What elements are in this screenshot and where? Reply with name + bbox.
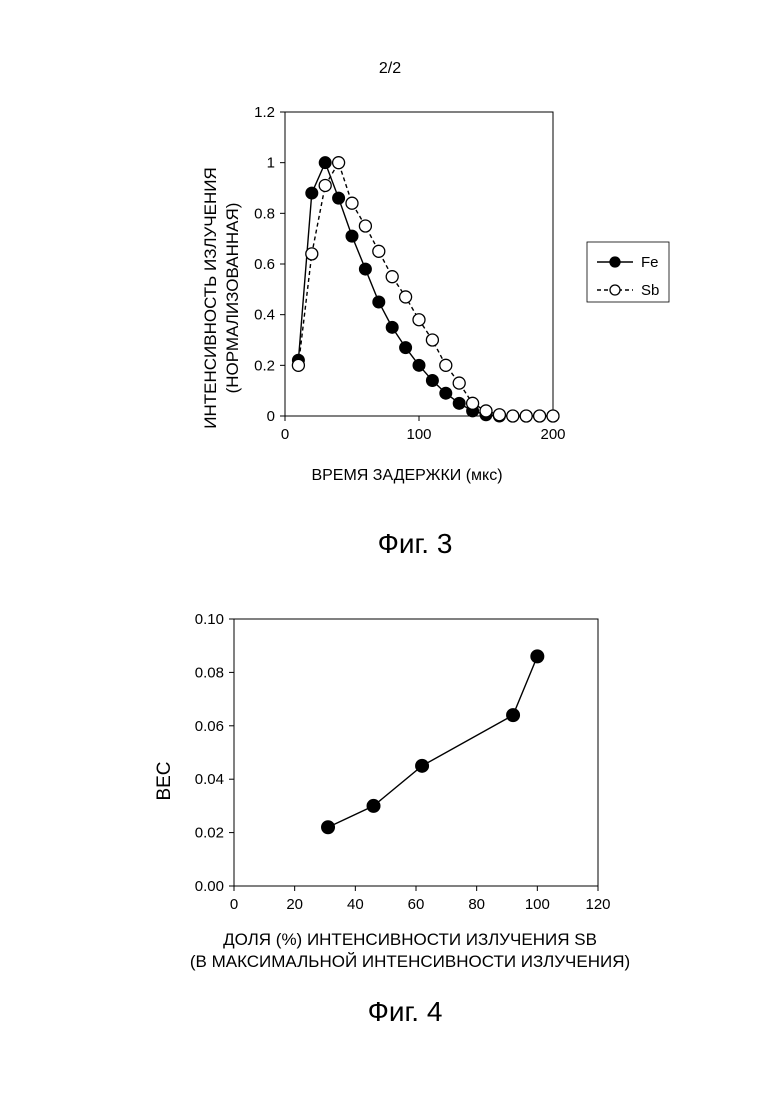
chart1-data-point-Sb [306,248,318,260]
chart2-data-point-0 [531,650,544,663]
chart1-data-point-Sb [520,410,532,422]
chart1-legend-marker-Fe [610,257,620,267]
chart1-data-point-Fe [400,342,412,354]
chart1-data-point-Sb [386,271,398,283]
chart1-data-point-Sb [507,410,519,422]
chart1-data-point-Fe [333,192,345,204]
chart1-legend-label-Fe: Fe [641,254,659,271]
chart1-x-tick-label: 100 [406,426,431,443]
chart1-data-point-Fe [359,263,371,275]
chart2-series-line-0 [328,656,537,827]
chart1-data-point-Sb [333,157,345,169]
chart1-data-point-Sb [319,179,331,191]
figure-caption-4: Фиг. 4 [15,996,780,1028]
chart2-x-tick-label: 0 [230,896,238,913]
chart1-legend-marker-Sb [610,285,620,295]
chart1-data-point-Fe [373,296,385,308]
chart1-data-point-Sb [400,291,412,303]
chart2-y-axis-label: BEC [154,761,175,800]
chart1-y-tick-label: 0.8 [254,205,275,222]
chart1-data-point-Fe [413,359,425,371]
chart2-y-tick-label: 0.06 [195,718,224,735]
chart2-x-tick-label: 40 [347,896,364,913]
chart1-data-point-Fe [346,230,358,242]
chart1-y-axis-label: (НОРМАЛИЗОВАННАЯ) [223,203,242,394]
chart2-data-point-0 [322,821,335,834]
chart1-y-tick-label: 0.4 [254,307,275,324]
chart2-y-tick-label: 0.04 [195,771,224,788]
chart2-x-tick-label: 120 [585,896,610,913]
chart1-data-point-Sb [453,377,465,389]
chart2-x-axis-label: (В МАКСИМАЛЬНОЙ ИНТЕНСИВНОСТИ ИЗЛУЧЕНИЯ) [190,952,630,971]
chart1-data-point-Fe [440,387,452,399]
chart1-data-point-Sb [440,359,452,371]
chart2-x-axis-label: ДОЛЯ (%) ИНТЕНСИВНОСТИ ИЗЛУЧЕНИЯ SB [223,930,597,949]
chart2-y-tick-label: 0.08 [195,664,224,681]
chart1-data-point-Fe [453,397,465,409]
chart2-y-tick-label: 0.02 [195,825,224,842]
chart1-data-point-Sb [413,314,425,326]
chart1-y-tick-label: 0.2 [254,357,275,374]
chart1-y-tick-label: 1 [267,155,275,172]
chart1-data-point-Sb [426,334,438,346]
chart1-data-point-Sb [346,197,358,209]
chart2-data-point-0 [507,709,520,722]
chart1-data-point-Fe [319,157,331,169]
chart2-x-tick-label: 20 [286,896,303,913]
chart2-y-tick-label: 0.10 [195,611,224,628]
chart1-data-point-Sb [480,405,492,417]
chart1-data-point-Fe [426,375,438,387]
chart1-legend-label-Sb: Sb [641,282,659,299]
chart2-y-tick-label: 0.00 [195,878,224,895]
chart1-data-point-Sb [493,409,505,421]
chart1-data-point-Sb [359,220,371,232]
chart1-data-point-Sb [373,245,385,257]
chart1-y-tick-label: 1.2 [254,104,275,121]
chart2-x-tick-label: 100 [525,896,550,913]
chart1-data-point-Sb [292,359,304,371]
chart2-x-tick-label: 60 [408,896,425,913]
chart1-x-axis-label: ВРЕМЯ ЗАДЕРЖКИ (мкс) [311,467,502,484]
chart1-data-point-Fe [306,187,318,199]
chart1-y-axis-label: ИНТЕНСИВНОСТЬ ИЗЛУЧЕНИЯ [201,167,220,429]
figure-caption-3: Фиг. 3 [25,528,780,560]
chart2-data-point-0 [367,799,380,812]
chart1-data-point-Sb [547,410,559,422]
chart1-data-point-Fe [386,321,398,333]
chart1-y-tick-label: 0 [267,408,275,425]
chart1-y-tick-label: 0.6 [254,256,275,273]
chart1-x-tick-label: 200 [540,426,565,443]
chart2-x-tick-label: 80 [468,896,485,913]
chart2-data-point-0 [416,759,429,772]
chart1-data-point-Sb [467,397,479,409]
chart1-x-tick-label: 0 [281,426,289,443]
chart1-data-point-Sb [534,410,546,422]
